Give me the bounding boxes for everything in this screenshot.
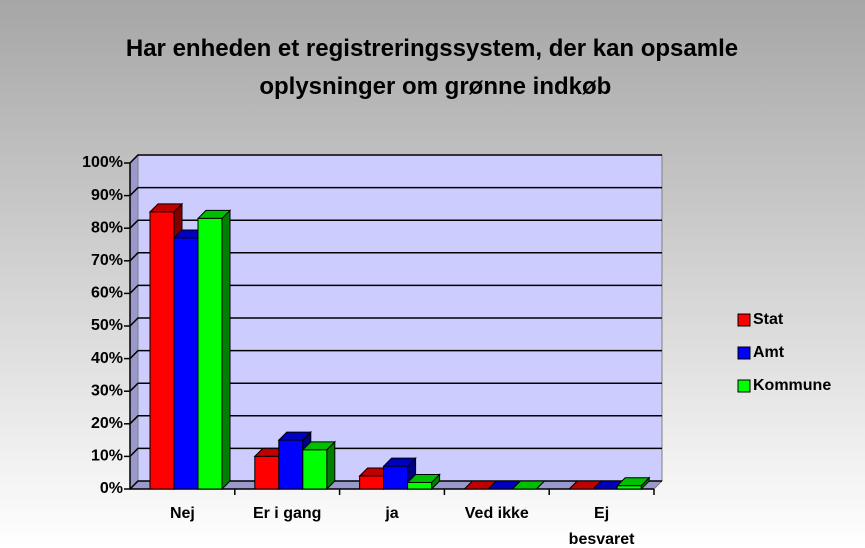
y-tick-label: 50% xyxy=(91,317,123,334)
grid-line xyxy=(129,382,662,392)
bar-top xyxy=(511,480,546,490)
x-tick-label-box: Ej besvaret xyxy=(568,505,635,548)
grid-line xyxy=(129,154,662,164)
legend-swatch xyxy=(737,346,751,360)
x-tick-label-box: Nej xyxy=(169,505,195,522)
legend-label: Amt xyxy=(753,344,785,361)
chart-title: Har enheden et registreringssystem, der … xyxy=(126,35,738,100)
bar xyxy=(407,481,433,490)
bar xyxy=(359,475,385,490)
grid-line xyxy=(129,186,662,197)
y-tick-label: 30% xyxy=(91,382,123,399)
y-tick-label: 60% xyxy=(91,285,123,302)
bar xyxy=(173,237,199,490)
bar xyxy=(149,211,175,490)
grid-line xyxy=(129,349,662,360)
legend-swatch xyxy=(737,379,751,393)
grid-line xyxy=(129,252,662,262)
legend-swatch xyxy=(737,313,751,327)
legend-label: Stat xyxy=(753,311,784,328)
y-tick-label: 90% xyxy=(91,187,123,204)
grid-line xyxy=(129,415,662,425)
grid-line xyxy=(129,284,662,294)
x-tick-label: Nej xyxy=(169,505,195,522)
x-tick-label: Ved ikke xyxy=(464,505,529,522)
bar xyxy=(302,449,328,490)
y-tick-label: 70% xyxy=(91,252,123,269)
x-tick-label-box: Ved ikke xyxy=(464,505,529,522)
y-tick-label: 10% xyxy=(91,448,123,465)
y-tick-label: 0% xyxy=(100,480,123,497)
bar xyxy=(278,439,304,490)
x-tick-label: ja xyxy=(385,505,399,522)
bar xyxy=(254,455,280,490)
grid-line xyxy=(129,447,662,457)
grid-line xyxy=(129,219,662,229)
bar-side xyxy=(221,209,231,491)
bar xyxy=(383,465,409,490)
y-tick-label: 100% xyxy=(82,154,123,171)
legend-label: Kommune xyxy=(753,377,831,394)
grid-line xyxy=(129,317,662,327)
bar xyxy=(197,217,223,490)
x-tick-label-box: Er i gang xyxy=(252,505,322,522)
x-tick-label: Ej besvaret xyxy=(568,505,635,548)
y-tick-label: 80% xyxy=(91,219,123,236)
y-tick-label: 40% xyxy=(91,350,123,367)
x-tick-label: Er i gang xyxy=(252,505,322,522)
bar xyxy=(616,485,642,490)
y-tick-label: 20% xyxy=(91,415,123,432)
x-tick-label-box: ja xyxy=(385,505,399,522)
